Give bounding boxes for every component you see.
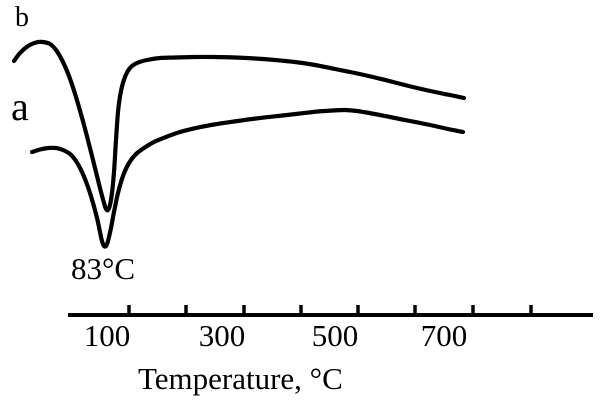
curve-a: [29, 107, 466, 249]
curve-a-label: a: [11, 84, 29, 129]
x-axis-title: Temperature, °C: [138, 361, 343, 396]
x-axis-tick-label: 700: [420, 318, 468, 353]
curve-b-label: b: [15, 2, 29, 33]
curve-b: [11, 39, 467, 213]
x-axis-tick-label: 100: [83, 318, 131, 353]
x-axis-tick-label: 300: [198, 318, 246, 353]
peak-temperature-label: 83°C: [71, 251, 136, 286]
x-axis-ticks: [127, 305, 533, 315]
x-axis-tick-label: 500: [311, 318, 359, 353]
